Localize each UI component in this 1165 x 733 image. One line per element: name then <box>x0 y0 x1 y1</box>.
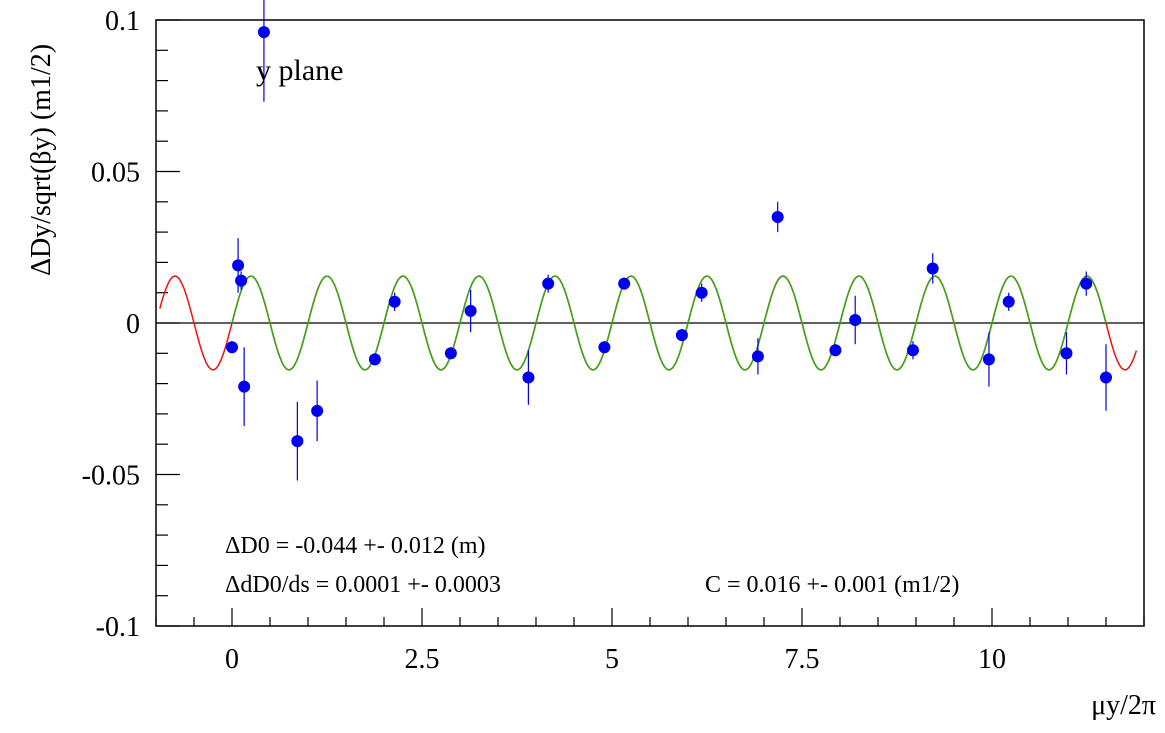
data-point-marker <box>257 26 270 39</box>
data-point-marker <box>618 277 631 290</box>
data-point <box>906 341 919 360</box>
data-point <box>226 341 238 354</box>
data-point <box>291 401 304 481</box>
data-point <box>388 292 401 311</box>
data-point-marker <box>695 286 708 299</box>
data-point-marker <box>849 313 862 326</box>
y-tick-label: 0.1 <box>105 6 140 37</box>
y-tick-label: 0 <box>126 309 140 340</box>
data-point-marker <box>235 274 248 287</box>
data-point-marker <box>1080 277 1093 290</box>
data-point <box>1002 292 1015 311</box>
data-point-marker <box>464 304 477 317</box>
data-point-marker <box>232 259 245 272</box>
data-point-marker <box>542 277 555 290</box>
fit-dd0-annotation: ΔdD0/ds = 0.0001 +- 0.0003 <box>225 572 501 598</box>
data-point <box>695 283 708 302</box>
data-point <box>675 329 688 342</box>
y-tick-label: -0.1 <box>96 612 140 643</box>
data-point <box>368 353 381 366</box>
data-point <box>618 277 631 290</box>
data-point-marker <box>444 347 457 360</box>
y-tick-label: -0.05 <box>82 461 140 492</box>
data-point-marker <box>291 435 304 448</box>
plane-label: y plane <box>256 54 343 87</box>
data-point-marker <box>771 210 784 223</box>
x-axis-title: μy/2π <box>1091 690 1156 721</box>
measurement-points <box>226 0 1112 481</box>
data-point-marker <box>311 404 324 417</box>
x-tick-label: 7.5 <box>785 644 820 675</box>
fit-curve <box>231 275 1107 371</box>
y-axis-title: ΔDy/sqrt(βy) (m1/2) <box>26 44 57 276</box>
data-point <box>829 344 842 357</box>
data-point <box>444 347 457 360</box>
data-point <box>235 271 248 290</box>
data-point <box>1100 344 1112 411</box>
data-point-marker <box>598 341 611 354</box>
data-point-marker <box>906 344 919 357</box>
data-point <box>598 341 611 354</box>
x-tick-label: 0 <box>225 644 239 675</box>
data-point-marker <box>238 380 251 393</box>
data-point <box>238 347 251 427</box>
data-point <box>311 380 324 442</box>
data-point-marker <box>1060 347 1073 360</box>
x-tick-label: 2.5 <box>405 644 440 675</box>
fit-d0-annotation: ΔD0 = -0.044 +- 0.012 (m) <box>225 533 485 559</box>
x-tick-label: 5 <box>605 644 619 675</box>
data-point-marker <box>522 371 535 384</box>
data-point <box>542 274 555 293</box>
fit-c-annotation: C = 0.016 +- 0.001 (m1/2) <box>705 572 959 598</box>
x-tick-label: 10 <box>978 644 1006 675</box>
data-point-marker <box>1100 371 1112 384</box>
data-point-marker <box>751 350 764 363</box>
data-point <box>464 289 477 333</box>
data-point-marker <box>388 295 401 308</box>
data-point-marker <box>982 353 995 366</box>
data-point-marker <box>1002 295 1015 308</box>
data-point <box>982 332 995 387</box>
data-point <box>771 201 784 233</box>
data-point <box>1060 332 1073 375</box>
data-point <box>522 350 535 405</box>
data-point <box>257 0 270 102</box>
y-tick-label: 0.05 <box>91 158 140 189</box>
data-point-marker <box>675 329 688 342</box>
data-point-marker <box>829 344 842 357</box>
data-point-marker <box>368 353 381 366</box>
data-point-marker <box>926 262 939 275</box>
data-point <box>849 295 862 345</box>
y-axis-ticks: -0.1 -0.05 0 0.05 0.1 <box>82 6 180 643</box>
data-point <box>1080 271 1093 296</box>
data-point <box>751 338 764 375</box>
x-axis-ticks: 0 2.5 5 7.5 10 <box>155 608 1145 675</box>
data-point <box>926 253 939 284</box>
data-point-marker <box>226 341 238 354</box>
